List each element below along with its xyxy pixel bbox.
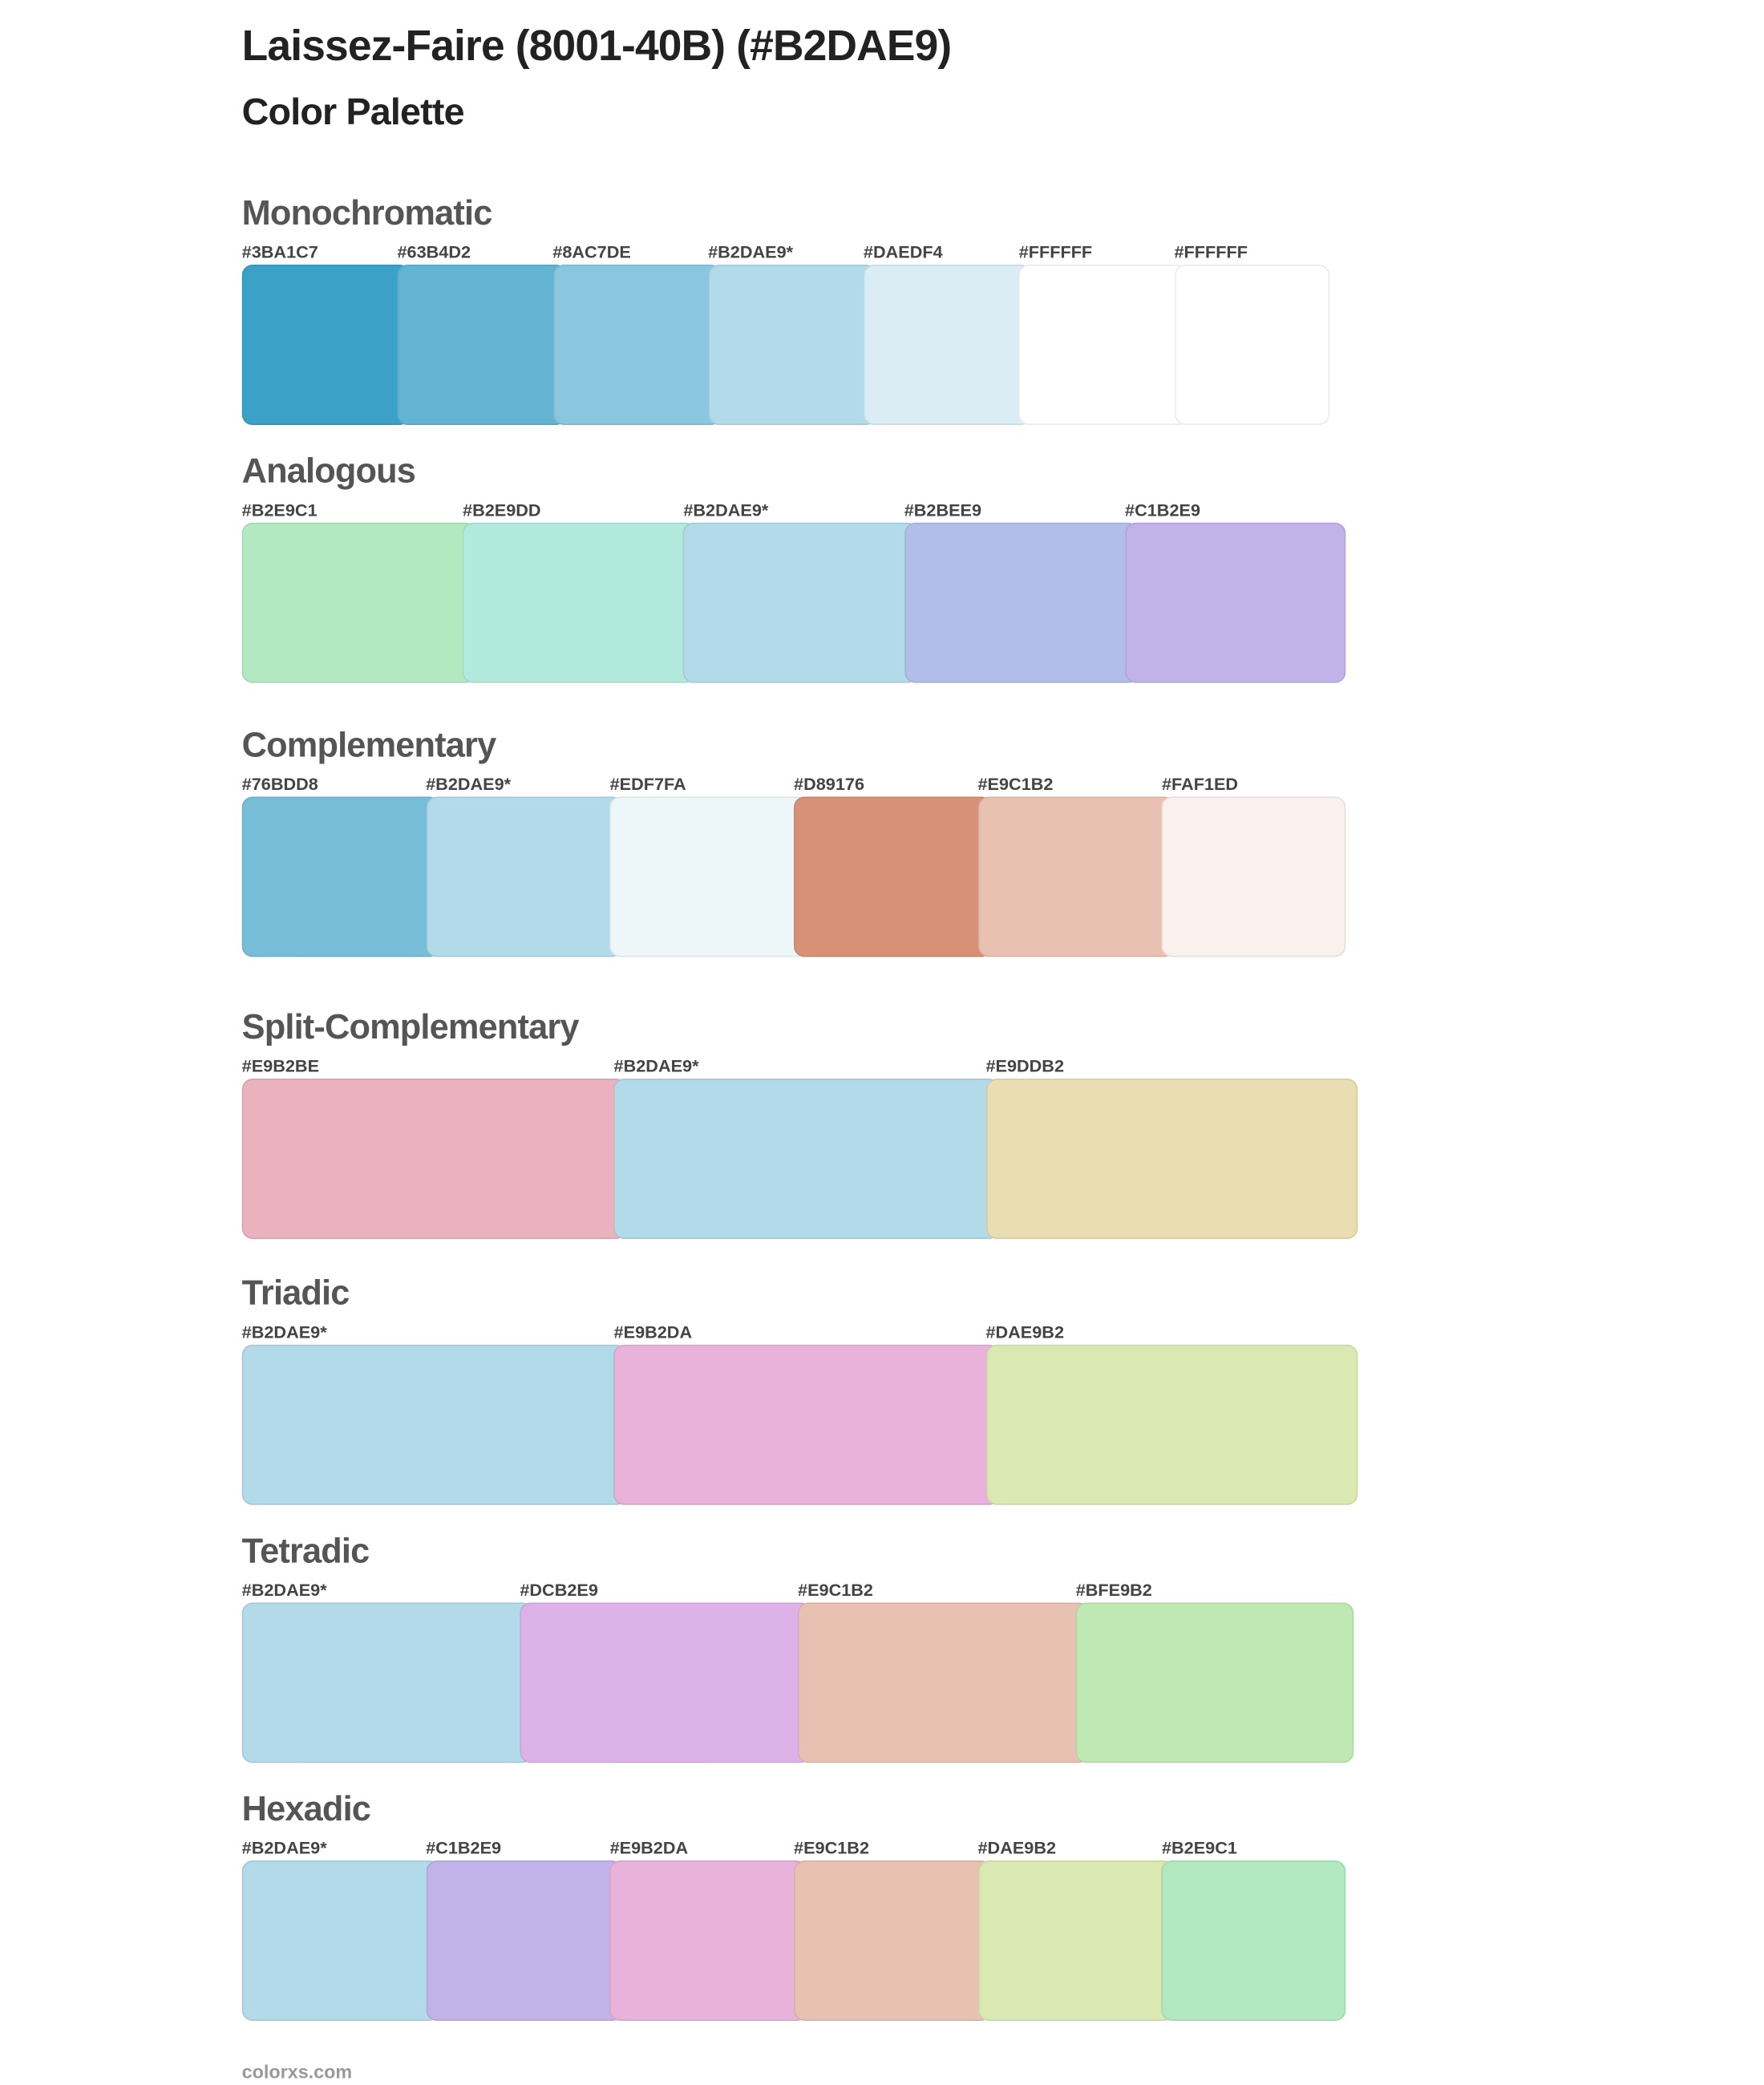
color-swatch[interactable]: [241, 265, 411, 426]
color-swatch[interactable]: [977, 1860, 1175, 2022]
color-swatch[interactable]: [863, 265, 1033, 426]
swatch-hex-label: #B2DAE9*: [613, 1055, 699, 1076]
color-swatch[interactable]: [609, 1860, 807, 2022]
color-swatch[interactable]: [426, 796, 624, 957]
swatch-row: [241, 1079, 1358, 1240]
swatch-hex-label: #E9B2DA: [613, 1322, 693, 1342]
color-swatch[interactable]: [794, 1860, 992, 2022]
swatch-hex-label: #E9C1B2: [794, 1837, 870, 1858]
color-swatch[interactable]: [241, 1860, 439, 2022]
color-swatch[interactable]: [397, 265, 566, 426]
swatch-hex-label: #B2DAE9*: [241, 1837, 327, 1858]
swatch-row: [241, 1602, 1354, 1763]
swatch-hex-label: #B2E9DD: [463, 500, 541, 520]
swatch-hex-label: #FFFFFF: [1018, 241, 1093, 262]
color-swatch[interactable]: [241, 796, 439, 957]
color-swatch[interactable]: [552, 265, 722, 426]
section-heading: Monochromatic: [241, 192, 493, 233]
swatch-hex-label: #76BDD8: [241, 774, 318, 795]
swatch-labels: #B2DAE9* #DCB2E9 #E9C1B2 #BFE9B2: [242, 1580, 1354, 1600]
swatch-hex-label: #DAEDF4: [863, 241, 943, 262]
color-swatch[interactable]: [613, 1079, 1000, 1240]
swatch-hex-label: #8AC7DE: [552, 241, 631, 262]
swatch-hex-label: #C1B2E9: [426, 1837, 502, 1858]
color-swatch[interactable]: [904, 522, 1139, 683]
section-heading: Hexadic: [241, 1788, 371, 1829]
color-swatch[interactable]: [1161, 1860, 1346, 2022]
color-swatch[interactable]: [613, 1344, 1000, 1505]
swatch-hex-label: #B2DAE9*: [708, 241, 794, 262]
color-swatch[interactable]: [1018, 265, 1188, 426]
swatch-hex-label: #FAF1ED: [1161, 774, 1239, 795]
swatch-hex-label: #B2DAE9*: [426, 774, 512, 795]
color-swatch[interactable]: [241, 1344, 628, 1505]
color-swatch[interactable]: [1174, 265, 1330, 426]
swatch-labels: #B2DAE9* #C1B2E9 #E9B2DA #E9C1B2 #DAE9B2 #B2E…: [242, 1838, 1346, 1858]
swatch-hex-label: #B2E9C1: [241, 500, 318, 520]
swatch-hex-label: #B2DAE9*: [241, 1580, 327, 1601]
swatch-row: [241, 265, 1330, 426]
color-swatch[interactable]: [463, 522, 698, 683]
swatch-hex-label: #63B4D2: [397, 241, 471, 262]
swatch-hex-label: #D89176: [794, 774, 865, 795]
color-swatch[interactable]: [241, 522, 476, 683]
color-swatch[interactable]: [798, 1602, 1090, 1763]
swatch-labels: #B2DAE9* #E9B2DA #DAE9B2: [242, 1322, 1358, 1342]
swatch-hex-label: #FFFFFF: [1174, 241, 1248, 262]
page-subtitle: Color Palette: [241, 91, 465, 133]
color-swatch[interactable]: [520, 1602, 811, 1763]
swatch-hex-label: #B2DAE9*: [241, 1322, 327, 1342]
color-swatch[interactable]: [609, 796, 807, 957]
swatch-hex-label: #E9DDB2: [985, 1055, 1065, 1076]
swatch-hex-label: #B2DAE9*: [683, 500, 769, 520]
swatch-labels: #E9B2BE #B2DAE9* #E9DDB2: [242, 1056, 1358, 1076]
swatch-hex-label: #DAE9B2: [977, 1837, 1057, 1858]
swatch-row: [241, 796, 1346, 957]
swatch-hex-label: #E9B2DA: [609, 1837, 689, 1858]
swatch-labels: #B2E9C1 #B2E9DD #B2DAE9* #B2BEE9 #C1B2E9: [242, 500, 1346, 520]
swatch-labels: #3BA1C7 #63B4D2 #8AC7DE #B2DAE9* #DAEDF4 #FFF…: [242, 242, 1330, 262]
color-swatch[interactable]: [426, 1860, 624, 2022]
section-heading: Tetradic: [241, 1530, 370, 1571]
swatch-row: [241, 522, 1346, 683]
swatch-hex-label: #BFE9B2: [1075, 1580, 1152, 1601]
color-swatch[interactable]: [985, 1344, 1358, 1505]
color-swatch[interactable]: [985, 1079, 1358, 1240]
swatch-hex-label: #EDF7FA: [609, 774, 686, 795]
swatch-hex-label: #E9C1B2: [977, 774, 1054, 795]
swatch-row: [241, 1860, 1346, 2022]
swatch-labels: #76BDD8 #B2DAE9* #EDF7FA #D89176 #E9C1B2 #FAF…: [242, 774, 1346, 794]
color-swatch[interactable]: [241, 1602, 534, 1763]
section-heading: Split-Complementary: [241, 1006, 580, 1047]
color-swatch[interactable]: [241, 1079, 628, 1240]
color-swatch[interactable]: [1125, 522, 1346, 683]
color-swatch[interactable]: [977, 796, 1175, 957]
swatch-hex-label: #E9B2BE: [241, 1055, 320, 1076]
swatch-row: [241, 1344, 1358, 1505]
section-heading: Complementary: [241, 724, 497, 765]
swatch-hex-label: #E9C1B2: [798, 1580, 873, 1601]
section-heading: Triadic: [241, 1272, 350, 1313]
footer-site-link[interactable]: colorxs.com: [241, 2061, 353, 2083]
section-heading: Analogous: [241, 450, 416, 491]
color-swatch[interactable]: [1075, 1602, 1354, 1763]
color-swatch[interactable]: [683, 522, 918, 683]
swatch-hex-label: #B2E9C1: [1161, 1837, 1237, 1858]
color-swatch[interactable]: [794, 796, 992, 957]
swatch-hex-label: #B2BEE9: [904, 500, 982, 520]
page-title: Laissez-Faire (8001-40B) (#B2DAE9): [241, 21, 952, 70]
swatch-hex-label: #C1B2E9: [1125, 500, 1201, 520]
color-swatch[interactable]: [1161, 796, 1346, 957]
swatch-hex-label: #DCB2E9: [520, 1580, 598, 1601]
color-swatch[interactable]: [708, 265, 877, 426]
swatch-hex-label: #3BA1C7: [241, 241, 318, 262]
swatch-hex-label: #DAE9B2: [985, 1322, 1065, 1342]
